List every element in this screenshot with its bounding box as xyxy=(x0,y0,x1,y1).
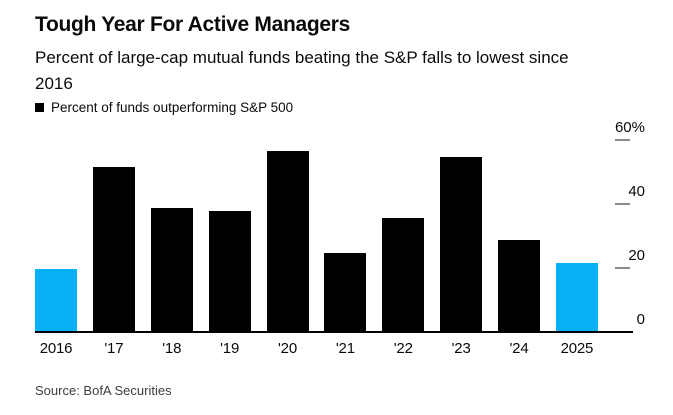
x-tick-label-20: '20 xyxy=(278,340,297,357)
y-tick-mark-40 xyxy=(615,203,630,205)
bar-24 xyxy=(498,240,540,333)
chart-subtitle-line1: Percent of large-cap mutual funds beatin… xyxy=(35,48,569,67)
y-tick-mark-20 xyxy=(615,267,630,269)
bar-17 xyxy=(92,167,135,333)
x-axis-line xyxy=(35,331,633,333)
x-tick-label-2025: 2025 xyxy=(560,340,594,357)
bar-2016 xyxy=(35,269,77,333)
source-line: Source: BofA Securities xyxy=(35,383,172,398)
bar-20 xyxy=(266,151,309,333)
chart-subtitle: Percent of large-cap mutual funds beatin… xyxy=(35,45,569,97)
x-tick-label-24: '24 xyxy=(509,340,529,357)
y-tick-label-20: 20 xyxy=(628,247,645,264)
y-tick-label-40: 40 xyxy=(628,183,645,200)
legend-swatch-icon xyxy=(35,103,44,112)
bars-container xyxy=(35,141,598,333)
x-tick-label-22: '22 xyxy=(393,340,413,357)
x-tick-label-21: '21 xyxy=(335,340,355,357)
x-tick-label-17: '17 xyxy=(104,340,124,357)
legend-label: Percent of funds outperforming S&P 500 xyxy=(51,100,294,115)
x-tick-label-23: '23 xyxy=(451,340,471,357)
bar-23 xyxy=(440,157,483,333)
legend: Percent of funds outperforming S&P 500 xyxy=(35,100,293,115)
bar-2025 xyxy=(555,263,598,333)
y-tick-label-0: 0 xyxy=(636,311,645,328)
y-tick-mark-60 xyxy=(615,139,630,141)
x-tick-label-19: '19 xyxy=(220,340,240,357)
x-tick-label-2016: 2016 xyxy=(39,340,73,357)
x-tick-label-18: '18 xyxy=(162,340,182,357)
bar-18 xyxy=(150,208,193,333)
bar-22 xyxy=(382,218,425,333)
x-axis-labels: 2016 '17 '18 '19 '20 '21 '22 '23 '24 2025 xyxy=(35,340,598,357)
bar-21 xyxy=(324,253,367,333)
bar-19 xyxy=(208,211,251,333)
y-tick-label-60: 60% xyxy=(614,119,645,136)
chart-subtitle-line2: 2016 xyxy=(35,74,73,93)
chart-title: Tough Year For Active Managers xyxy=(35,13,351,36)
